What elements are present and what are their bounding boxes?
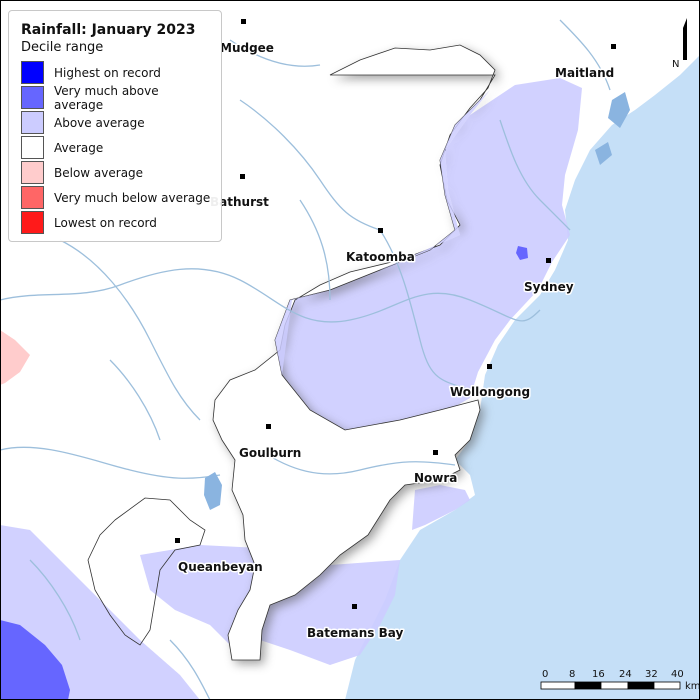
legend-label: Lowest on record	[54, 215, 157, 230]
very-much-above-average-area	[0, 620, 70, 700]
legend-subtitle: Decile range	[21, 40, 104, 55]
legend-label: Average	[54, 140, 104, 155]
legend: Rainfall: January 2023 Decile range High…	[8, 10, 222, 242]
north-label: N	[672, 59, 679, 70]
town-label-katoomba: Katoomba	[346, 250, 415, 264]
town-label-bathurst: Bathurst	[210, 195, 269, 209]
scale-tick-label: 8	[569, 669, 575, 680]
town-label-queanbeyan: Queanbeyan	[178, 560, 263, 574]
town-markers	[175, 19, 616, 609]
legend-label: Very much below average	[54, 190, 211, 205]
scale-segment	[600, 681, 629, 690]
legend-item: Highest on record	[21, 60, 211, 85]
legend-label: Highest on record	[54, 65, 161, 80]
lake	[608, 92, 630, 128]
below-average-area	[0, 330, 30, 385]
scale-tick-label: 40	[671, 669, 684, 680]
scale-tick-label: 16	[592, 669, 605, 680]
legend-swatch	[21, 136, 44, 159]
legend-swatch	[21, 86, 44, 109]
town-label-maitland: Maitland	[555, 66, 614, 80]
legend-item: Very much above average	[21, 83, 211, 112]
legend-title: Rainfall: January 2023	[21, 22, 196, 38]
scale-unit: km	[685, 681, 700, 692]
legend-label: Very much above average	[54, 83, 159, 112]
legend-swatch	[21, 61, 44, 84]
town-label-batemans-bay: Batemans Bay	[307, 626, 403, 640]
legend-label: Below average	[54, 165, 144, 180]
scale-segment	[627, 681, 655, 690]
scale-segment	[653, 681, 681, 690]
town-label-sydney: Sydney	[524, 280, 574, 294]
legend-item: Below average	[21, 160, 211, 185]
scale-segment	[574, 681, 602, 690]
legend-swatch	[21, 161, 44, 184]
legend-swatch	[21, 211, 44, 234]
legend-item: Lowest on record	[21, 210, 211, 235]
scale-tick-label: 0	[542, 669, 548, 680]
legend-swatch	[21, 186, 44, 209]
town-label-mudgee: Mudgee	[220, 41, 274, 55]
river-network	[0, 19, 611, 700]
legend-item: Average	[21, 135, 211, 160]
legend-swatch	[21, 111, 44, 134]
legend-label: Above average	[54, 115, 145, 130]
town-label-nowra: Nowra	[414, 471, 457, 485]
ocean	[345, 55, 700, 700]
very-much-above-average-area	[516, 246, 528, 260]
legend-item: Very much below average	[21, 185, 211, 210]
scale-bar: 0 8 16 24 32 40 km	[540, 669, 700, 692]
lake	[204, 472, 222, 510]
town-label-goulburn: Goulburn	[239, 446, 301, 460]
scale-tick-label: 32	[645, 669, 658, 680]
scale-segment	[540, 681, 576, 690]
town-label-wollongong: Wollongong	[450, 385, 530, 399]
above-average-area	[412, 485, 470, 530]
act-boundary	[87, 497, 206, 646]
lake	[595, 142, 612, 165]
north-arrow-icon	[683, 18, 687, 60]
north-arrow: N	[672, 18, 687, 70]
scale-tick-label: 24	[619, 669, 632, 680]
legend-item: Above average	[21, 110, 211, 135]
